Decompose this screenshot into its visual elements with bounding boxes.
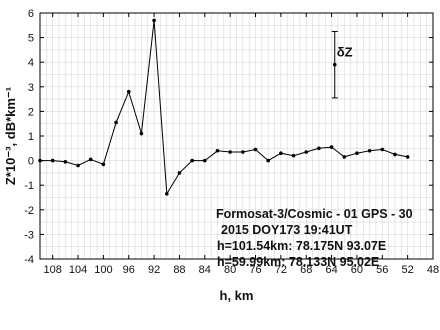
x-tick-label: 80 (224, 264, 236, 276)
x-tick-label: 76 (249, 264, 261, 276)
series-points (38, 18, 410, 196)
data-point (101, 162, 106, 167)
x-tick-label: 108 (43, 264, 61, 276)
y-tick-label: -1 (24, 180, 34, 192)
data-point (405, 155, 410, 159)
data-point (253, 147, 258, 152)
data-point (38, 158, 42, 163)
axis-ticks (40, 12, 434, 260)
x-tick-label: 100 (94, 264, 112, 276)
y-tick-label: 3 (28, 82, 34, 94)
data-point (50, 158, 55, 163)
y-tick-label: -4 (24, 254, 34, 266)
x-tick-label: 56 (376, 264, 388, 276)
data-point (291, 153, 296, 158)
series-line (40, 20, 408, 196)
y-tick-label: -3 (24, 229, 34, 241)
data-point (329, 145, 334, 149)
annotation-line: Formosat-3/Cosmic - 01 GPS - 30 (216, 207, 413, 221)
data-point (114, 120, 118, 125)
annotation-line: 2015 DOY173 19:41UT (221, 223, 353, 237)
error-bar-label: δZ (337, 45, 353, 60)
data-point (228, 150, 232, 154)
x-tick-label: 64 (325, 264, 337, 276)
data-point (367, 148, 372, 153)
data-point (164, 192, 169, 196)
error-bar-point (332, 62, 337, 67)
x-tick-label: 52 (402, 264, 414, 276)
annotation-block: Formosat-3/Cosmic - 01 GPS - 30 2015 DOY1… (216, 207, 413, 269)
data-point (355, 151, 359, 156)
data-point (177, 171, 182, 175)
data-point (380, 147, 385, 152)
data-point (393, 152, 397, 157)
data-point (304, 150, 309, 154)
x-tick-label: 104 (69, 264, 87, 276)
y-axis-label: Z*10⁻³, dB*km⁻¹ (3, 87, 18, 185)
x-tick-label: 68 (300, 264, 312, 276)
error-bar (331, 30, 338, 99)
data-point (88, 157, 93, 162)
y-tick-label: 6 (28, 8, 34, 20)
y-tick-label: 4 (28, 57, 34, 69)
data-point (215, 148, 220, 153)
data-point (76, 163, 80, 168)
data-point (317, 146, 321, 151)
data-point (266, 158, 270, 163)
data-point (241, 150, 245, 154)
data-point (203, 158, 207, 163)
x-tick-label: 96 (123, 264, 135, 276)
x-tick-label: 88 (173, 264, 185, 276)
x-tick-labels: 108 104 100 96 92 88 84 80 76 72 68 64 60 56 52 48 (43, 264, 439, 276)
x-tick-label: 72 (275, 264, 287, 276)
data-point (190, 158, 194, 163)
data-point (152, 18, 156, 23)
x-tick-label: 92 (148, 264, 160, 276)
annotation-line: h=101.54km: 78.175N 93.07E (217, 239, 386, 253)
y-tick-label: -2 (24, 205, 34, 217)
x-axis-label: h, km (220, 288, 254, 303)
y-tick-label: 2 (28, 106, 34, 118)
annotation-line: h=59.99km: 78.133N 95.02E (217, 255, 379, 269)
data-point (126, 89, 131, 94)
data-point (139, 131, 144, 136)
data-point (279, 151, 283, 156)
y-tick-label: 0 (28, 156, 34, 168)
x-tick-label: 60 (351, 264, 363, 276)
x-tick-label: 84 (199, 264, 211, 276)
x-tick-label: 48 (427, 264, 439, 276)
y-tick-labels: -4 -3 -2 -1 0 1 2 3 4 5 6 (24, 8, 34, 266)
y-tick-label: 1 (28, 131, 34, 143)
data-point (63, 160, 68, 164)
data-point (342, 155, 347, 159)
y-tick-label: 5 (28, 33, 34, 45)
